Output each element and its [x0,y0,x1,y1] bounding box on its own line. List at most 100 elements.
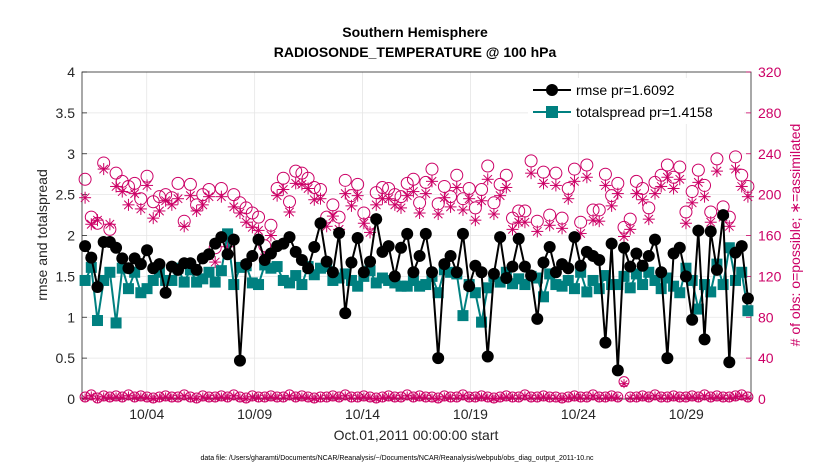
totalspread-point [153,266,165,278]
obs-assimilated-bottom-point [254,393,264,403]
obs-assimilated-point-stroke [489,209,499,219]
obs-assimilated-point [91,214,104,227]
rmse-point [413,249,426,262]
obs-assimilated-bottom-point-stroke [131,394,139,402]
rmse-point [655,266,668,279]
obs-assimilated-bottom-point-stroke [577,394,585,402]
obs-assimilated-point-stroke [284,207,295,217]
rmse-point [215,231,228,244]
obs-possible-point [561,181,575,195]
obs-assimilated-bottom-point-stroke [180,392,188,400]
rmse-point [717,209,730,222]
rmse-point [388,270,401,283]
obs-assimilated-point [326,210,339,223]
obs-assimilated-bottom-point [687,392,697,402]
totalspread-point [98,274,110,286]
rmse-point [326,266,339,279]
obs-assimilated-point [469,214,482,227]
rmse-point [246,249,259,262]
legend-box [528,78,744,124]
obs-assimilated-bottom-point-stroke [496,394,504,402]
obs-assimilated-point-stroke [179,221,189,231]
obs-assimilated-point-stroke [675,174,685,184]
obs-assimilated-bottom-point-stroke [465,394,473,402]
rmse-point [661,352,674,365]
totalspread-point [253,279,265,291]
obs-assimilated-point [246,221,259,234]
obs-assimilated-bottom-point [489,394,499,404]
obs-assimilated-bottom-point-stroke [149,395,157,403]
obs-assimilated-bottom-point [365,393,375,403]
rmse-point [611,364,624,377]
obs-assimilated-point [710,165,723,178]
obs-assimilated-point-stroke [130,189,140,199]
obs-assimilated-bottom-point-stroke [199,393,207,401]
totalspread-point [606,279,618,291]
rmse-point [456,227,469,240]
obs-assimilated-point [184,189,197,202]
obs-assimilated-bottom-point [285,391,295,401]
obs-assimilated-point-stroke [198,200,208,210]
obs-assimilated-point-stroke [687,198,697,208]
obs-assimilated-point [395,201,408,214]
obs-assimilated-bottom-point [743,393,753,403]
totalspread-point [457,310,469,322]
obs-assimilated-point-stroke [613,189,623,199]
obs-assimilated-point-stroke [706,217,716,227]
obs-possible-point [351,177,365,191]
obs-assimilated-bottom-point-stroke [701,392,709,400]
obs-assimilated-bottom-point-stroke [211,394,219,402]
obs-possible-point [543,208,557,222]
rmse-point [475,266,488,279]
y-axis-right-label: # of obs: o=possible; ∗=assimilated [787,124,803,347]
obs-assimilated-bottom-point [514,393,524,403]
obs-assimilated-bottom-point [638,392,648,402]
obs-assimilated-bottom-point [551,393,561,403]
rmse-point [599,336,612,349]
obs-assimilated-bottom-point-stroke [378,394,386,402]
obs-assimilated-point [549,179,562,192]
obs-assimilated-point-stroke [266,230,276,241]
obs-assimilated-point [233,207,246,220]
obs-assimilated-bottom-point-stroke [273,394,281,402]
obs-assimilated-bottom-point [470,393,480,403]
obs-assimilated-point-stroke [631,189,641,199]
rmse-point [79,240,92,253]
obs-assimilated-bottom-point-stroke [589,392,597,400]
totalspread-point [624,282,636,294]
obs-possible-point [493,177,507,191]
obs-assimilated-bottom-point-stroke [447,394,455,402]
rmse-point [686,313,699,326]
obs-assimilated-bottom-point [92,394,102,404]
rmse-point [624,260,637,273]
obs-assimilated-point [735,180,748,193]
obs-assimilated-point-stroke [464,194,474,204]
y-left-tick-label: 2.5 [56,187,76,203]
totalspread-point [178,276,190,288]
obs-assimilated-point-stroke [662,172,672,182]
obs-assimilated-bottom-point [384,392,394,402]
obs-possible-point [468,201,482,215]
obs-assimilated-point-stroke [148,213,158,223]
obs-assimilated-bottom-point [359,392,369,402]
totalspread-point [160,274,172,286]
rmse-point [605,237,618,250]
obs-assimilated-bottom-point [161,392,171,402]
totalspread-point [376,272,388,284]
totalspread-point [649,274,661,286]
obs-assimilated-point-stroke [210,257,220,267]
rmse-point [425,266,438,279]
totalspread-point [197,273,209,285]
obs-assimilated-bottom-point [706,393,716,403]
obs-assimilated-point [500,181,513,194]
obs-assimilated-point [351,189,364,202]
obs-assimilated-point-stroke [625,224,635,234]
rmse-point [190,263,203,276]
obs-assimilated-point-stroke [303,183,313,194]
totalspread-point [203,266,215,278]
obs-assimilated-bottom-point-stroke [422,394,430,402]
obs-possible-point [326,198,340,212]
obs-assimilated-point [345,199,358,212]
rmse-point [110,241,123,254]
